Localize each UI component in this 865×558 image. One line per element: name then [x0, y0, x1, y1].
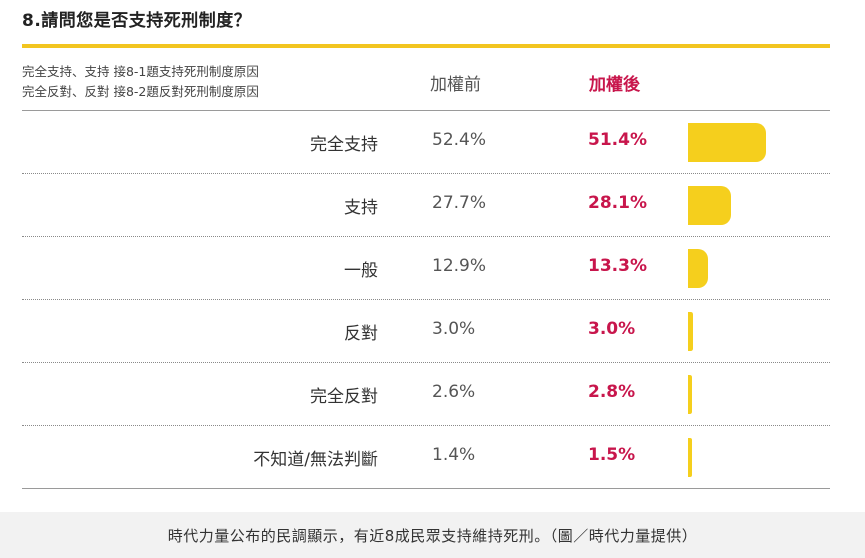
row-divider — [22, 362, 830, 363]
table-row: 完全反對 2.6% 2.8% — [0, 363, 865, 426]
bar — [688, 375, 693, 414]
value-before: 3.0% — [432, 319, 476, 339]
column-header-before: 加權前 — [430, 75, 481, 95]
note-support: 完全支持、支持 接8-1題支持死刑制度原因 — [22, 64, 259, 79]
value-after: 51.4% — [588, 130, 647, 150]
row-divider — [22, 488, 830, 489]
value-after: 2.8% — [588, 382, 636, 402]
value-after: 1.5% — [588, 445, 636, 465]
header-rule — [22, 110, 830, 111]
row-divider — [22, 299, 830, 300]
bar — [688, 438, 692, 477]
row-label: 一般 — [344, 261, 378, 281]
table-row: 支持 27.7% 28.1% — [0, 174, 865, 237]
value-before: 1.4% — [432, 445, 476, 465]
bar — [688, 186, 731, 225]
table-row: 一般 12.9% 13.3% — [0, 237, 865, 300]
title-rule — [22, 44, 830, 48]
bar — [688, 312, 693, 351]
value-before: 12.9% — [432, 256, 487, 276]
photo-caption: 時代力量公布的民調顯示，有近8成民眾支持維持死刑。（圖／時代力量提供） — [167, 527, 698, 545]
caption-band: 時代力量公布的民調顯示，有近8成民眾支持維持死刑。（圖／時代力量提供） — [0, 512, 865, 558]
row-divider — [22, 236, 830, 237]
note-oppose: 完全反對、反對 接8-2題反對死刑制度原因 — [22, 84, 259, 99]
column-header-after: 加權後 — [589, 75, 640, 95]
row-label: 反對 — [344, 324, 378, 344]
value-after: 3.0% — [588, 319, 636, 339]
table-row: 不知道/無法判斷 1.4% 1.5% — [0, 426, 865, 489]
table-row: 完全支持 52.4% 51.4% — [0, 111, 865, 174]
row-label: 完全支持 — [310, 135, 378, 155]
row-divider — [22, 173, 830, 174]
row-label: 完全反對 — [310, 387, 378, 407]
value-before: 2.6% — [432, 382, 476, 402]
bar — [688, 249, 709, 288]
value-after: 28.1% — [588, 193, 647, 213]
chart-title: 8.請問您是否支持死刑制度？ — [22, 11, 252, 31]
table-row: 反對 3.0% 3.0% — [0, 300, 865, 363]
value-after: 13.3% — [588, 256, 647, 276]
value-before: 52.4% — [432, 130, 487, 150]
row-label: 不知道/無法判斷 — [253, 450, 378, 470]
bar — [688, 123, 766, 162]
value-before: 27.7% — [432, 193, 487, 213]
row-label: 支持 — [344, 198, 378, 218]
row-divider — [22, 425, 830, 426]
